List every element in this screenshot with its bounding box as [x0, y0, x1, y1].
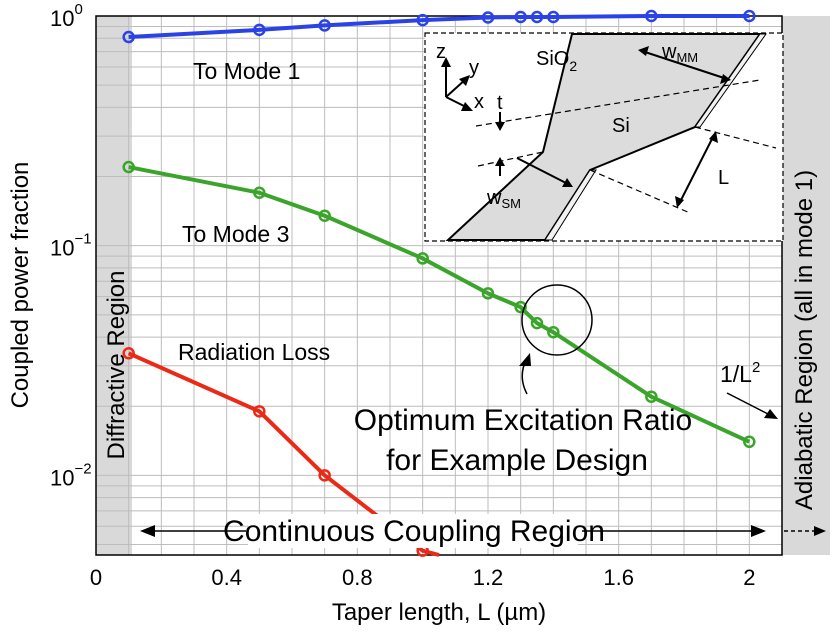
y-tick-labels: 100 10−1 10−2 [50, 1, 92, 490]
x-tick-label: 0 [90, 565, 102, 590]
series-point-to-mode-3 [122, 160, 135, 174]
inset-wmm-label: wMM [661, 41, 698, 65]
inset-side-wall-sm [544, 169, 597, 241]
inset-t-label: t [497, 92, 503, 114]
x-tick-labels: 0 0.4 0.8 1.2 1.6 2 [90, 565, 756, 590]
inset-wmm-head-left [638, 46, 649, 56]
series-point-to-mode-3 [645, 390, 658, 403]
series-point-to-mode-1 [481, 11, 495, 24]
series-point-to-mode-3 [530, 316, 544, 330]
series-point-to-mode-1 [514, 10, 527, 24]
inset-wsm-label: wSM [486, 187, 521, 211]
y-tick-label: 100 [50, 1, 83, 31]
series-line-to-mode-3 [128, 165, 751, 444]
inset-wsm-arrow [516, 157, 567, 184]
series-point-to-mode-3 [481, 287, 495, 300]
optimum-label-line2: for Example Design [386, 444, 648, 477]
label-to-mode-1: To Mode 1 [193, 58, 300, 84]
inset-axis-y-head [459, 75, 470, 86]
series-point-radiation-loss [318, 469, 331, 482]
inset-wmm-arrow [644, 51, 725, 79]
optimum-label-line1: Optimum Excitation Ratio [354, 404, 692, 437]
series-point-to-mode-1 [743, 9, 756, 23]
inset-l-label: L [718, 167, 729, 189]
series-point-to-mode-1 [416, 13, 429, 27]
series-point-to-mode-3 [743, 435, 756, 449]
series-point-to-mode-3 [318, 209, 331, 222]
x-tick-label: 1.2 [473, 565, 504, 590]
x-tick-label: 2 [743, 565, 755, 590]
inset-wsm-head [562, 178, 573, 187]
y-axis-label: Coupled power fraction [7, 162, 34, 409]
inverse-l-arrowhead [764, 409, 778, 419]
x-tick-label: 0.8 [342, 565, 373, 590]
adiabatic-dashed-arrowhead [814, 526, 826, 536]
series-point-to-mode-1 [547, 10, 560, 24]
inset-wmm-head-right [720, 74, 731, 84]
inset-l-head-bottom [675, 196, 684, 208]
adiabatic-region-label: Adiabatic Region (all in mode 1) [791, 170, 818, 510]
diffractive-region-label: Diffractive Region [103, 271, 130, 460]
series-point-to-mode-1 [645, 9, 658, 23]
inset-si-label: Si [612, 115, 630, 137]
inverse-l-arrow [726, 392, 771, 416]
diffractive-region-shade [96, 16, 132, 555]
inset-x-label: x [474, 91, 484, 113]
series-point-to-mode-1 [530, 10, 544, 24]
inset-axis-x-head [461, 102, 473, 111]
adiabatic-region-shade [782, 16, 830, 555]
continuous-arrowhead-left [140, 525, 155, 537]
series-point-to-mode-3 [547, 325, 560, 339]
series-point-radiation-loss [253, 405, 266, 418]
inset-side-wall-mm [694, 33, 767, 128]
x-tick-label: 1.6 [603, 565, 634, 590]
inset-l-head-top [709, 131, 718, 143]
inset-t-arrowhead-bottom [495, 157, 505, 166]
inset-dash-1 [475, 79, 761, 127]
x-tick-label: 0.4 [211, 565, 242, 590]
label-inverse-l-squared: 1/L2 [720, 359, 760, 387]
inset-diagram: z y x t SiO2 Si wMM wSM L [424, 32, 784, 242]
label-radiation-loss: Radiation Loss [178, 339, 330, 365]
series-line-to-mode-1 [128, 14, 750, 40]
series-point-to-mode-3 [416, 252, 429, 265]
inset-axis-z-head [441, 57, 451, 67]
series-point-radiation-loss [122, 347, 135, 360]
series-point-to-mode-3 [514, 300, 527, 314]
series-point-to-mode-1 [318, 19, 331, 32]
inset-z-label: z [436, 41, 446, 63]
inset-dash-3 [694, 126, 777, 149]
inset-t-arrowhead-top [495, 122, 505, 131]
optimum-circle [521, 284, 593, 356]
inset-sio2-label: SiO2 [536, 48, 577, 74]
series-point-to-mode-3 [253, 186, 266, 199]
inset-y-label: y [469, 57, 479, 79]
continuous-label-bg [248, 514, 578, 548]
y-tick-label: 10−2 [50, 460, 92, 490]
inset-dash-4 [589, 169, 691, 214]
optimum-arrowhead [519, 353, 531, 366]
inset-l-arrow [679, 136, 714, 203]
y-tick-label: 10−1 [50, 231, 92, 261]
inset-dash-2 [477, 151, 544, 167]
series-point-to-mode-1 [122, 30, 135, 44]
continuous-coupling-label: Continuous Coupling Region [223, 515, 605, 548]
continuous-arrowhead-right [751, 525, 766, 537]
series-group [122, 9, 756, 557]
label-to-mode-3: To Mode 3 [182, 221, 289, 247]
series-point-to-mode-1 [253, 23, 266, 37]
x-axis-label: Taper length, L (µm) [332, 599, 546, 626]
